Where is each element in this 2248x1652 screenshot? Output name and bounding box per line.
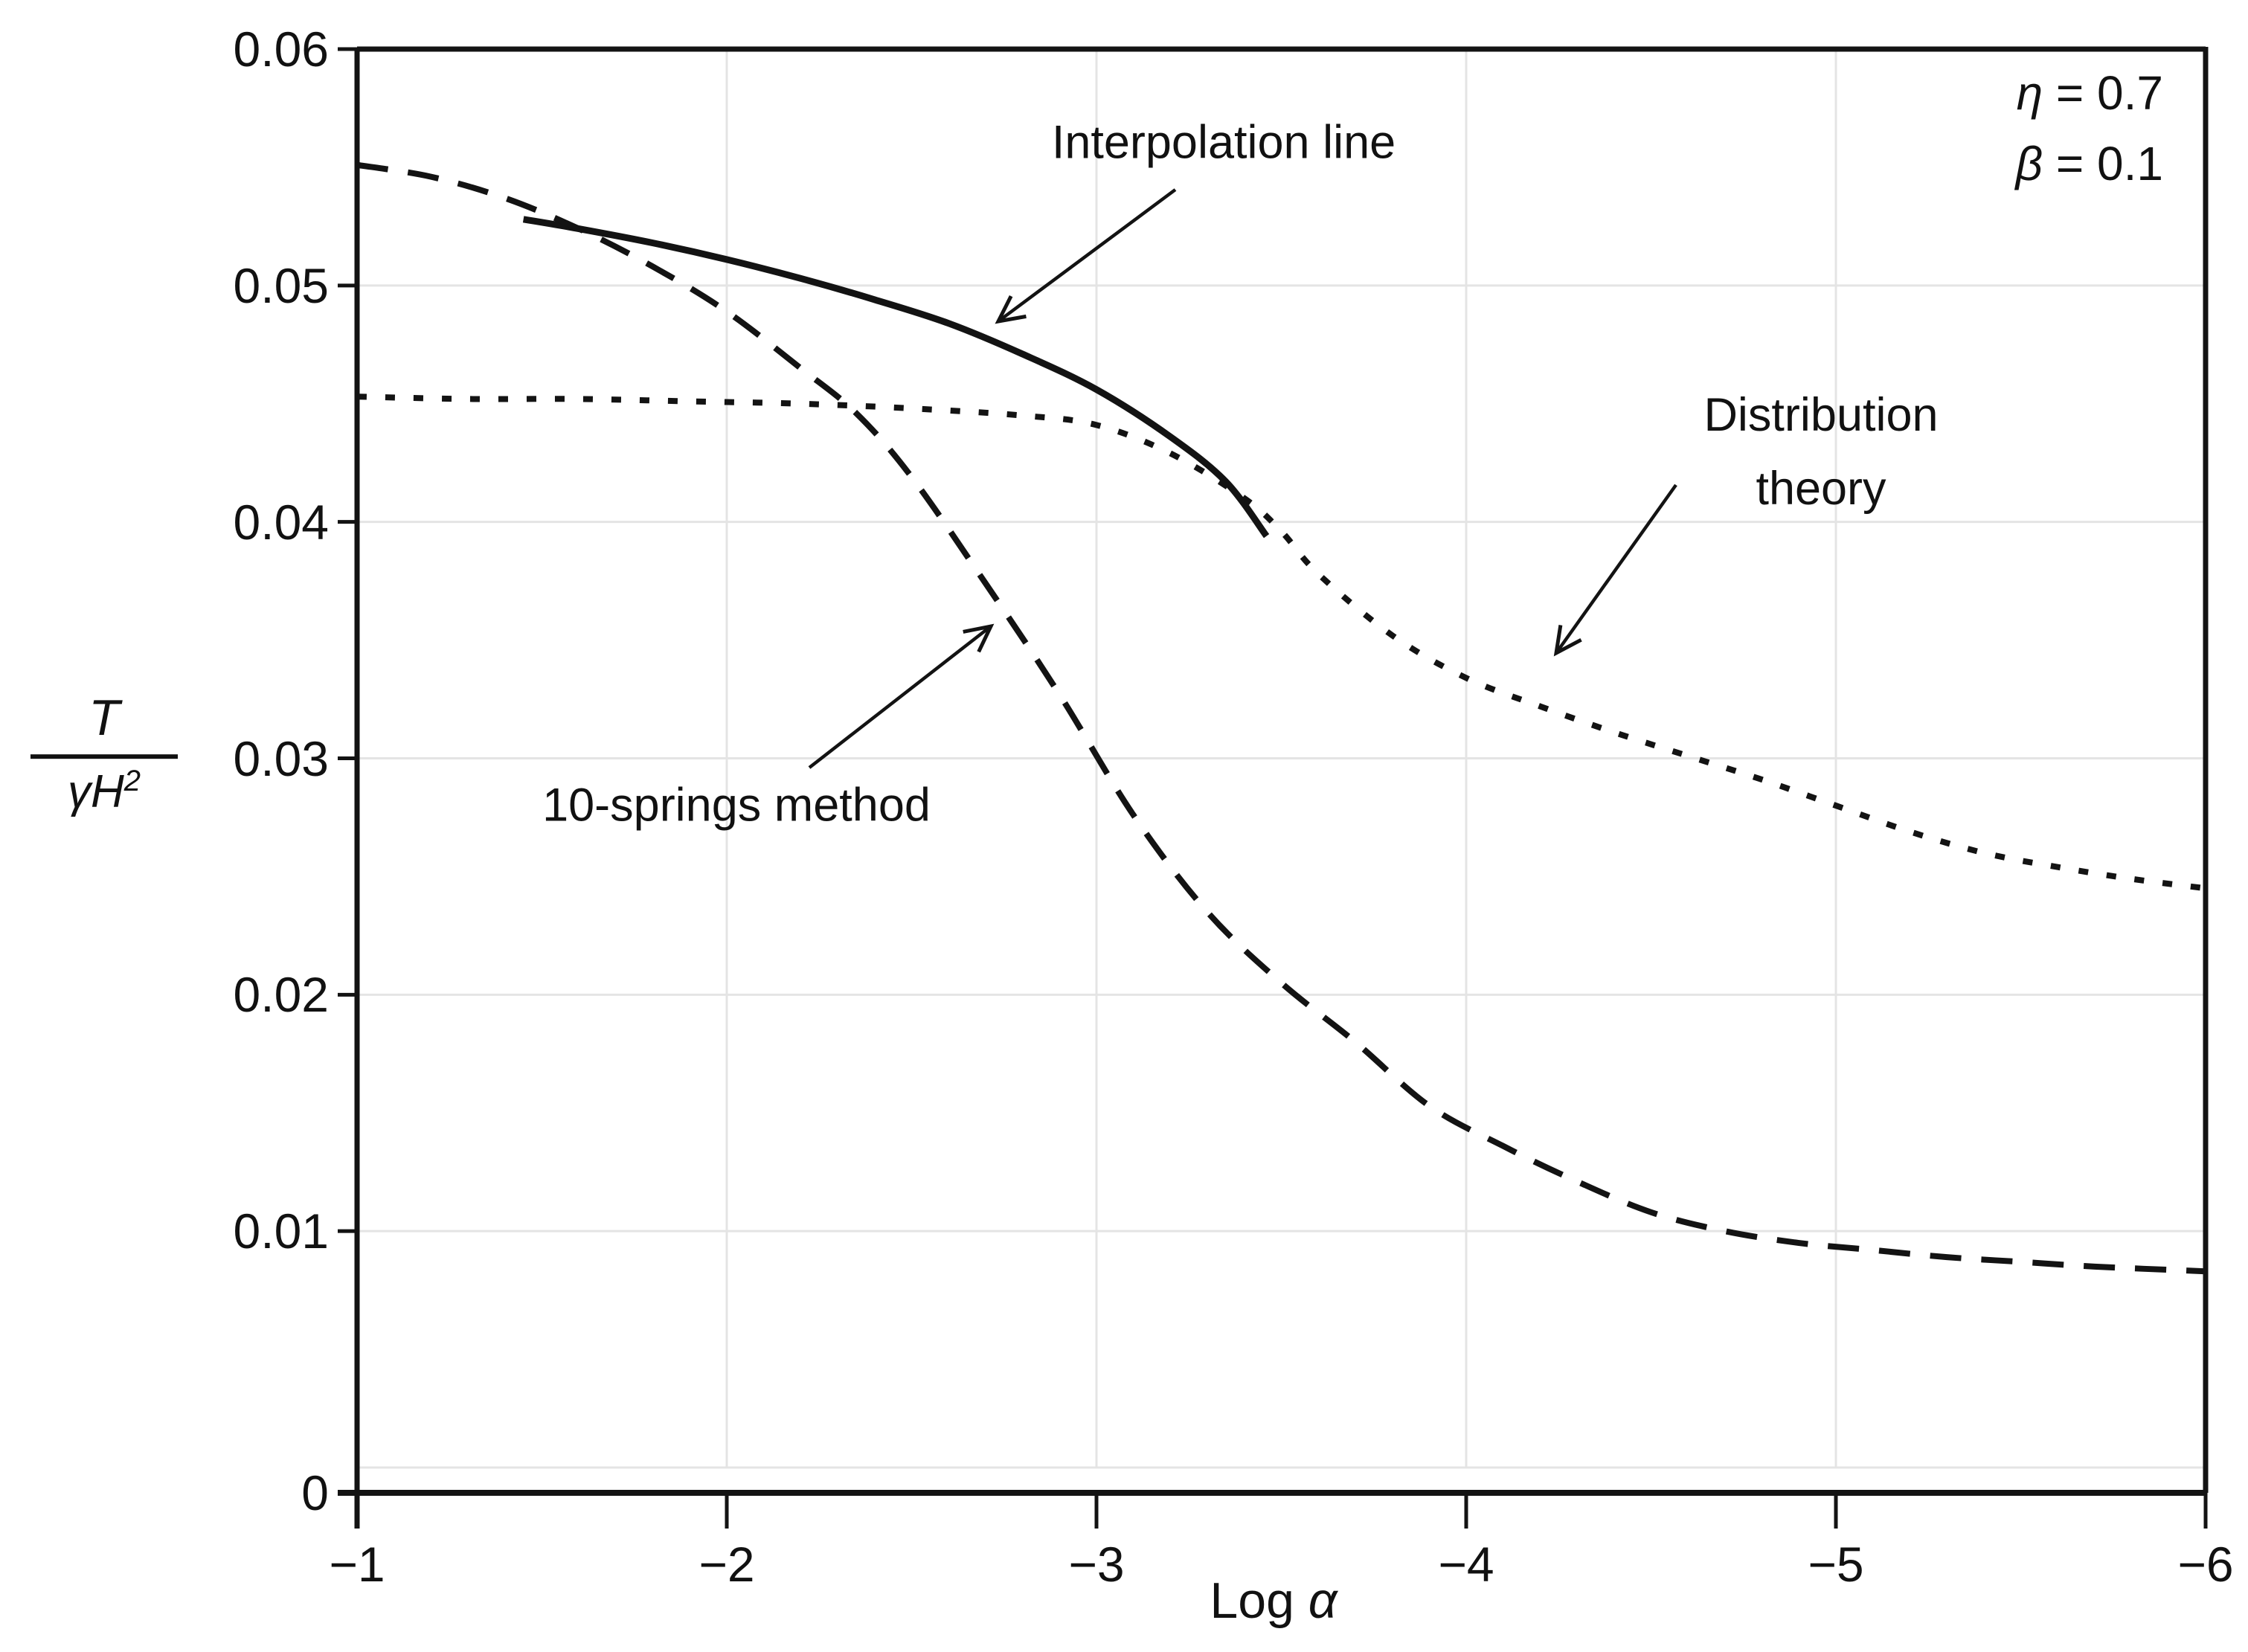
- series-dotted: [356, 393, 2206, 892]
- y-tick-label: 0.02: [233, 967, 329, 1023]
- x-tick-label: −4: [1438, 1537, 1494, 1592]
- y-tick-label: 0.06: [233, 22, 329, 77]
- parameter-note: η = 0.7 β = 0.1: [2016, 58, 2163, 199]
- x-tick-label: −5: [1808, 1537, 1864, 1592]
- series-dashed: [356, 161, 2206, 1275]
- y-tick-label: 0: [301, 1465, 329, 1520]
- annotation-distribution-theory: Distribution theory: [1703, 389, 1939, 515]
- x-tick-label: −1: [329, 1537, 385, 1592]
- y-tick-label: 0.05: [233, 257, 329, 313]
- annotation-interpolation-line: Interpolation line: [1051, 116, 1396, 169]
- y-axis-label-denominator: γH2: [67, 765, 141, 817]
- x-tick-label: −2: [699, 1537, 755, 1592]
- param-beta: β = 0.1: [2015, 137, 2163, 190]
- x-tick-label: −6: [2177, 1537, 2234, 1592]
- y-tick-label: 0.04: [233, 494, 329, 550]
- y-tick-label: 0.03: [233, 730, 329, 786]
- x-tick-label: −3: [1068, 1537, 1125, 1592]
- y-axis-label-numerator: T: [89, 690, 120, 747]
- annotation-arrow: [808, 623, 995, 769]
- fraction-bar: [30, 754, 178, 759]
- y-axis-label: T γH2: [30, 689, 178, 818]
- x-axis-label: Log α: [1210, 1572, 1337, 1629]
- annotation-arrow: [995, 188, 1177, 324]
- annotation-arrow: [1553, 483, 1677, 657]
- y-tick-label: 0.01: [233, 1203, 329, 1259]
- param-eta: η = 0.7: [2016, 66, 2163, 120]
- annotation-10-springs-method: 10-springs method: [542, 779, 931, 832]
- series-solid: [522, 216, 1270, 539]
